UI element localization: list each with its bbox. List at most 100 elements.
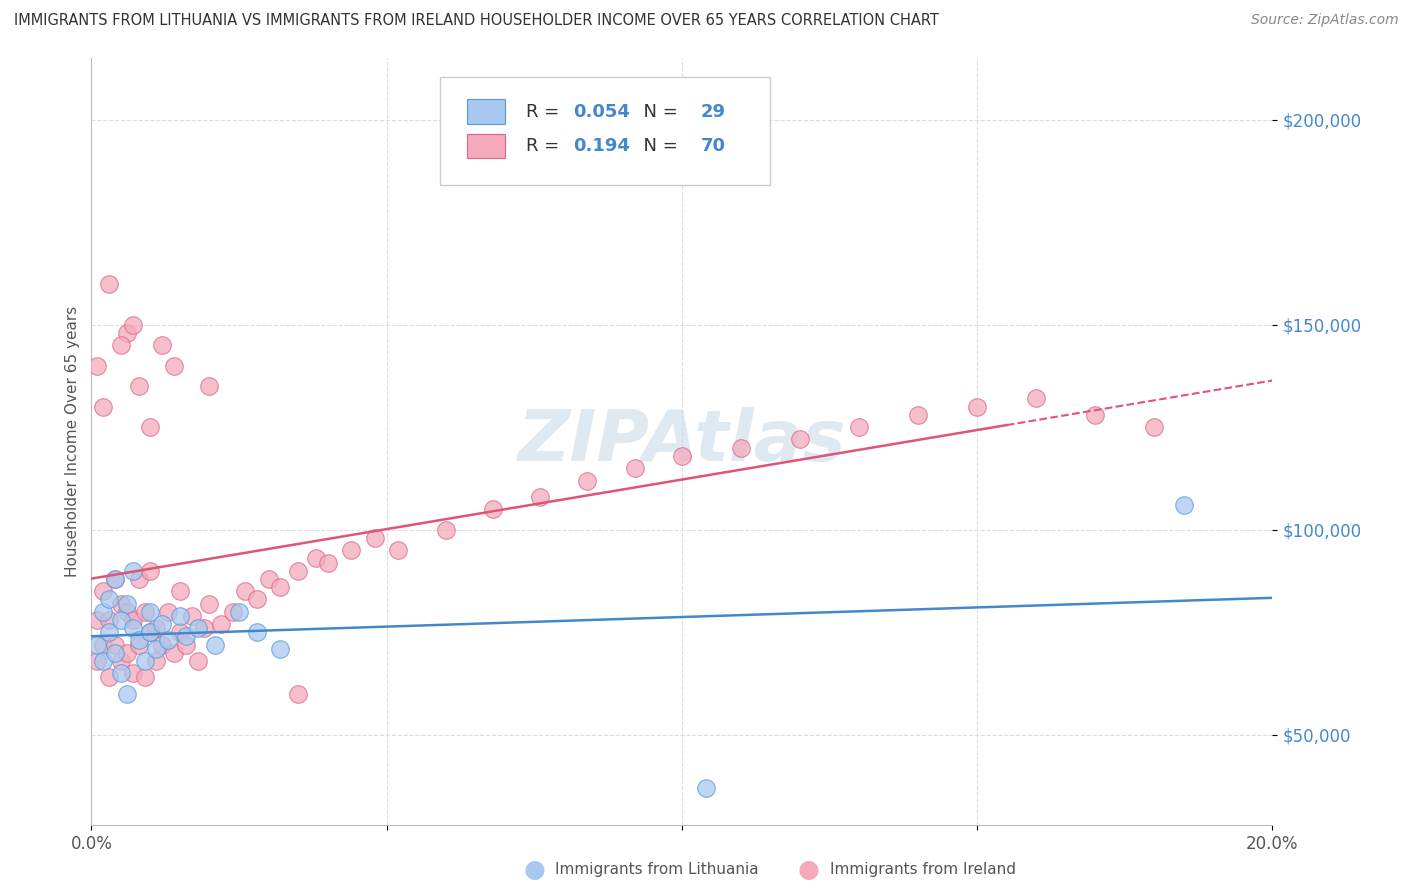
Point	[209, 617, 232, 632]
Point	[98, 592, 121, 607]
Point	[434, 523, 457, 537]
Text: N =: N =	[633, 137, 683, 155]
Point	[145, 621, 167, 635]
Point	[115, 326, 138, 340]
Point	[86, 638, 108, 652]
Point	[115, 646, 138, 660]
Point	[287, 564, 309, 578]
Point	[695, 781, 717, 796]
Point	[198, 597, 221, 611]
Point	[150, 338, 173, 352]
Point	[110, 654, 132, 668]
Point	[257, 572, 280, 586]
Point	[966, 400, 988, 414]
Point	[246, 592, 269, 607]
Point	[269, 641, 291, 656]
Text: Immigrants from Ireland: Immigrants from Ireland	[830, 863, 1015, 877]
Point	[180, 608, 202, 623]
Point	[134, 654, 156, 668]
Point	[104, 638, 127, 652]
Point	[174, 638, 197, 652]
Point	[174, 629, 197, 643]
Point	[86, 654, 108, 668]
Point	[128, 638, 150, 652]
Point	[287, 687, 309, 701]
Point	[193, 621, 215, 635]
Point	[91, 400, 114, 414]
Point	[387, 543, 409, 558]
Y-axis label: Householder Income Over 65 years: Householder Income Over 65 years	[65, 306, 80, 577]
Text: 70: 70	[700, 137, 725, 155]
Point	[730, 441, 752, 455]
Point	[204, 638, 226, 652]
Point	[340, 543, 363, 558]
Text: R =: R =	[526, 137, 571, 155]
Point	[128, 633, 150, 648]
Point	[121, 613, 143, 627]
Point	[86, 359, 108, 373]
Point	[121, 318, 143, 332]
Point	[110, 666, 132, 681]
Point	[305, 551, 328, 566]
Point	[98, 625, 121, 640]
Point	[169, 584, 191, 599]
Point	[198, 379, 221, 393]
Point	[169, 608, 191, 623]
Point	[128, 572, 150, 586]
Point	[115, 597, 138, 611]
Text: Source: ZipAtlas.com: Source: ZipAtlas.com	[1251, 13, 1399, 28]
Point	[623, 461, 645, 475]
Point	[1143, 420, 1166, 434]
Point	[482, 502, 505, 516]
Point	[157, 633, 180, 648]
Text: ZIPAtlas: ZIPAtlas	[517, 407, 846, 476]
Point	[145, 654, 167, 668]
Text: Immigrants from Lithuania: Immigrants from Lithuania	[555, 863, 759, 877]
Point	[139, 420, 162, 434]
Point	[576, 474, 599, 488]
Point	[671, 449, 693, 463]
Point	[316, 556, 339, 570]
Point	[187, 621, 209, 635]
Point	[907, 408, 929, 422]
Point	[110, 597, 132, 611]
Point	[1025, 392, 1047, 406]
Point	[529, 490, 551, 504]
Point	[150, 617, 173, 632]
Point	[848, 420, 870, 434]
Text: ●: ●	[523, 858, 546, 881]
Point	[104, 572, 127, 586]
Point	[150, 638, 173, 652]
Point	[91, 654, 114, 668]
Point	[157, 605, 180, 619]
Point	[121, 564, 143, 578]
Point	[134, 605, 156, 619]
Point	[139, 605, 162, 619]
Point	[228, 605, 250, 619]
Text: IMMIGRANTS FROM LITHUANIA VS IMMIGRANTS FROM IRELAND HOUSEHOLDER INCOME OVER 65 : IMMIGRANTS FROM LITHUANIA VS IMMIGRANTS …	[14, 13, 939, 29]
Point	[121, 621, 143, 635]
Point	[246, 625, 269, 640]
Point	[98, 277, 121, 291]
Text: 0.054: 0.054	[574, 103, 630, 120]
FancyBboxPatch shape	[467, 99, 505, 124]
Point	[115, 687, 138, 701]
Point	[86, 613, 108, 627]
Point	[115, 605, 138, 619]
Point	[269, 580, 291, 594]
Point	[98, 613, 121, 627]
Point	[91, 638, 114, 652]
Point	[104, 572, 127, 586]
Point	[139, 625, 162, 640]
Point	[110, 613, 132, 627]
Point	[110, 338, 132, 352]
Point	[163, 359, 186, 373]
Text: R =: R =	[526, 103, 565, 120]
Point	[364, 531, 387, 545]
Text: 29: 29	[700, 103, 725, 120]
Point	[163, 646, 186, 660]
Point	[134, 670, 156, 684]
Point	[139, 625, 162, 640]
Point	[91, 584, 114, 599]
Point	[187, 654, 209, 668]
